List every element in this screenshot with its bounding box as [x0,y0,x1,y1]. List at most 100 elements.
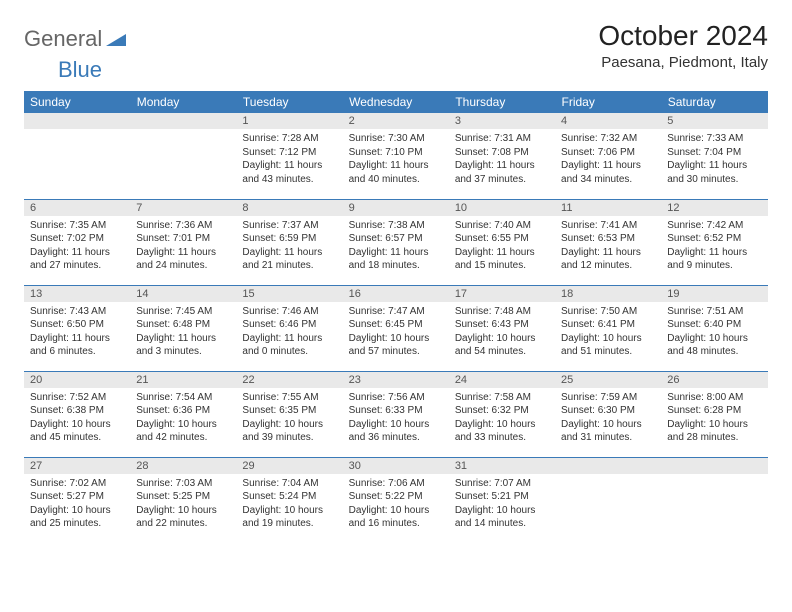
day-details: Sunrise: 7:48 AMSunset: 6:43 PMDaylight:… [449,302,555,362]
day-number: 1 [236,113,342,129]
sunset-text: Sunset: 6:48 PM [136,318,230,332]
calendar-day-cell: 28Sunrise: 7:03 AMSunset: 5:25 PMDayligh… [130,457,236,543]
daylight-text: Daylight: 11 hours and 43 minutes. [242,159,336,186]
sunset-text: Sunset: 6:57 PM [349,232,443,246]
sunrise-text: Sunrise: 7:37 AM [242,219,336,233]
calendar-day-cell: 16Sunrise: 7:47 AMSunset: 6:45 PMDayligh… [343,285,449,371]
weekday-header: Monday [130,91,236,113]
calendar-day-cell [130,113,236,199]
day-details: Sunrise: 7:32 AMSunset: 7:06 PMDaylight:… [555,129,661,189]
daylight-text: Daylight: 11 hours and 37 minutes. [455,159,549,186]
day-number: 5 [661,113,767,129]
day-number: 18 [555,286,661,302]
weekday-header: Tuesday [236,91,342,113]
calendar-week-row: 1Sunrise: 7:28 AMSunset: 7:12 PMDaylight… [24,113,768,199]
day-details: Sunrise: 7:33 AMSunset: 7:04 PMDaylight:… [661,129,767,189]
day-details: Sunrise: 7:41 AMSunset: 6:53 PMDaylight:… [555,216,661,276]
daylight-text: Daylight: 11 hours and 0 minutes. [242,332,336,359]
sunrise-text: Sunrise: 7:43 AM [30,305,124,319]
sunset-text: Sunset: 7:10 PM [349,146,443,160]
daylight-text: Daylight: 11 hours and 6 minutes. [30,332,124,359]
sunrise-text: Sunrise: 7:52 AM [30,391,124,405]
daylight-text: Daylight: 10 hours and 48 minutes. [667,332,761,359]
day-details: Sunrise: 7:47 AMSunset: 6:45 PMDaylight:… [343,302,449,362]
daylight-text: Daylight: 10 hours and 36 minutes. [349,418,443,445]
daylight-text: Daylight: 11 hours and 15 minutes. [455,246,549,273]
day-details: Sunrise: 7:54 AMSunset: 6:36 PMDaylight:… [130,388,236,448]
day-number: 13 [24,286,130,302]
sunrise-text: Sunrise: 7:06 AM [349,477,443,491]
daylight-text: Daylight: 10 hours and 14 minutes. [455,504,549,531]
daylight-text: Daylight: 10 hours and 54 minutes. [455,332,549,359]
sunset-text: Sunset: 7:01 PM [136,232,230,246]
day-number: 11 [555,200,661,216]
day-number: 19 [661,286,767,302]
day-number: 29 [236,458,342,474]
sunset-text: Sunset: 7:08 PM [455,146,549,160]
sunrise-text: Sunrise: 7:56 AM [349,391,443,405]
sunrise-text: Sunrise: 7:32 AM [561,132,655,146]
day-number-empty [24,113,130,129]
sunset-text: Sunset: 6:53 PM [561,232,655,246]
calendar-week-row: 6Sunrise: 7:35 AMSunset: 7:02 PMDaylight… [24,199,768,285]
daylight-text: Daylight: 10 hours and 42 minutes. [136,418,230,445]
calendar-day-cell [661,457,767,543]
day-number: 9 [343,200,449,216]
calendar-day-cell: 21Sunrise: 7:54 AMSunset: 6:36 PMDayligh… [130,371,236,457]
sunset-text: Sunset: 6:41 PM [561,318,655,332]
sunrise-text: Sunrise: 7:36 AM [136,219,230,233]
day-details: Sunrise: 7:52 AMSunset: 6:38 PMDaylight:… [24,388,130,448]
daylight-text: Daylight: 11 hours and 27 minutes. [30,246,124,273]
sunset-text: Sunset: 6:32 PM [455,404,549,418]
day-details: Sunrise: 7:31 AMSunset: 7:08 PMDaylight:… [449,129,555,189]
day-details: Sunrise: 7:50 AMSunset: 6:41 PMDaylight:… [555,302,661,362]
daylight-text: Daylight: 11 hours and 21 minutes. [242,246,336,273]
calendar-day-cell: 27Sunrise: 7:02 AMSunset: 5:27 PMDayligh… [24,457,130,543]
sunrise-text: Sunrise: 7:31 AM [455,132,549,146]
sunset-text: Sunset: 5:27 PM [30,490,124,504]
day-details: Sunrise: 7:55 AMSunset: 6:35 PMDaylight:… [236,388,342,448]
calendar-day-cell: 24Sunrise: 7:58 AMSunset: 6:32 PMDayligh… [449,371,555,457]
day-details: Sunrise: 7:58 AMSunset: 6:32 PMDaylight:… [449,388,555,448]
day-number: 21 [130,372,236,388]
day-number: 24 [449,372,555,388]
calendar-day-cell: 6Sunrise: 7:35 AMSunset: 7:02 PMDaylight… [24,199,130,285]
day-number: 12 [661,200,767,216]
calendar-day-cell: 26Sunrise: 8:00 AMSunset: 6:28 PMDayligh… [661,371,767,457]
sunrise-text: Sunrise: 7:55 AM [242,391,336,405]
day-details: Sunrise: 7:03 AMSunset: 5:25 PMDaylight:… [130,474,236,534]
calendar-week-row: 27Sunrise: 7:02 AMSunset: 5:27 PMDayligh… [24,457,768,543]
calendar-day-cell: 12Sunrise: 7:42 AMSunset: 6:52 PMDayligh… [661,199,767,285]
day-details: Sunrise: 8:00 AMSunset: 6:28 PMDaylight:… [661,388,767,448]
calendar-week-row: 13Sunrise: 7:43 AMSunset: 6:50 PMDayligh… [24,285,768,371]
calendar-day-cell: 8Sunrise: 7:37 AMSunset: 6:59 PMDaylight… [236,199,342,285]
calendar-day-cell: 20Sunrise: 7:52 AMSunset: 6:38 PMDayligh… [24,371,130,457]
calendar-day-cell: 3Sunrise: 7:31 AMSunset: 7:08 PMDaylight… [449,113,555,199]
day-details: Sunrise: 7:38 AMSunset: 6:57 PMDaylight:… [343,216,449,276]
daylight-text: Daylight: 10 hours and 25 minutes. [30,504,124,531]
day-number: 17 [449,286,555,302]
calendar-day-cell: 5Sunrise: 7:33 AMSunset: 7:04 PMDaylight… [661,113,767,199]
day-number: 16 [343,286,449,302]
sunrise-text: Sunrise: 7:46 AM [242,305,336,319]
calendar-day-cell: 19Sunrise: 7:51 AMSunset: 6:40 PMDayligh… [661,285,767,371]
day-number: 28 [130,458,236,474]
sunrise-text: Sunrise: 7:42 AM [667,219,761,233]
day-number: 26 [661,372,767,388]
day-details: Sunrise: 7:42 AMSunset: 6:52 PMDaylight:… [661,216,767,276]
day-number: 7 [130,200,236,216]
sunset-text: Sunset: 6:43 PM [455,318,549,332]
calendar-day-cell: 14Sunrise: 7:45 AMSunset: 6:48 PMDayligh… [130,285,236,371]
daylight-text: Daylight: 11 hours and 40 minutes. [349,159,443,186]
sunset-text: Sunset: 5:25 PM [136,490,230,504]
day-number: 25 [555,372,661,388]
day-details: Sunrise: 7:40 AMSunset: 6:55 PMDaylight:… [449,216,555,276]
sunset-text: Sunset: 6:30 PM [561,404,655,418]
sunset-text: Sunset: 6:28 PM [667,404,761,418]
day-number: 10 [449,200,555,216]
day-details: Sunrise: 7:56 AMSunset: 6:33 PMDaylight:… [343,388,449,448]
sunset-text: Sunset: 7:12 PM [242,146,336,160]
logo: General [24,26,128,52]
day-number: 4 [555,113,661,129]
calendar-day-cell [24,113,130,199]
